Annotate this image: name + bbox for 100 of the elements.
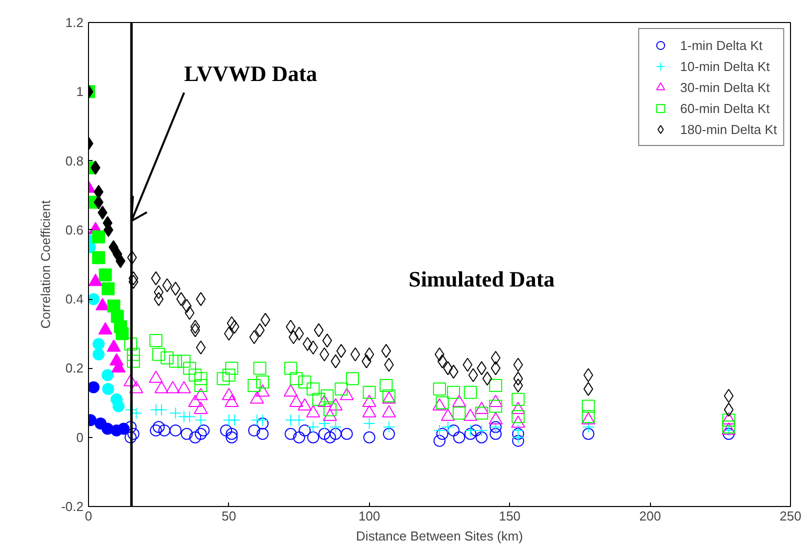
point [382, 420, 395, 433]
y-axis-title: Correlation Coefficient [38, 200, 54, 329]
point [293, 414, 306, 426]
point [222, 368, 236, 382]
point [722, 414, 736, 427]
y-tick-label: 1 [76, 84, 84, 100]
point [194, 372, 208, 386]
point [362, 386, 376, 399]
point [334, 382, 348, 396]
point [318, 418, 330, 430]
point [127, 428, 140, 440]
point [189, 431, 202, 444]
point [583, 382, 594, 396]
point [182, 298, 192, 313]
point [512, 434, 524, 447]
point [196, 292, 206, 306]
point [194, 379, 208, 392]
point [184, 410, 196, 423]
point [363, 418, 376, 430]
point [582, 400, 595, 413]
point [118, 422, 130, 435]
point [170, 407, 182, 420]
point [442, 420, 454, 433]
y-tick-label: 0.6 [65, 222, 84, 238]
point [489, 400, 502, 413]
point [436, 428, 448, 440]
point [512, 392, 525, 406]
legend-label: 180-min Delta Kt [680, 122, 777, 136]
point [312, 392, 326, 406]
point [169, 354, 182, 368]
point [124, 338, 138, 351]
point [320, 389, 334, 402]
point [284, 428, 297, 440]
point [513, 378, 523, 392]
point [248, 379, 261, 392]
point [512, 431, 524, 444]
point [194, 428, 207, 440]
x-tick-label: 200 [639, 508, 661, 524]
point [464, 424, 476, 436]
point [476, 431, 488, 444]
x-tick-label: 50 [222, 508, 236, 524]
point [102, 282, 115, 296]
point [436, 396, 449, 410]
point [330, 428, 342, 440]
point [452, 406, 466, 420]
point [434, 424, 446, 436]
point [364, 347, 374, 362]
point [298, 424, 311, 436]
point [290, 372, 303, 386]
point [194, 414, 207, 426]
point [149, 334, 162, 348]
point [464, 386, 477, 399]
point [346, 372, 359, 386]
point [724, 402, 734, 417]
point [363, 431, 376, 444]
point [92, 338, 105, 350]
point [293, 431, 306, 444]
point [92, 348, 105, 360]
point [448, 424, 460, 436]
point [380, 379, 393, 392]
x-tick-label: 100 [358, 508, 380, 524]
point [188, 368, 202, 382]
point [256, 428, 269, 440]
point [160, 351, 174, 364]
point [482, 372, 492, 386]
point [322, 334, 332, 348]
point [112, 400, 125, 412]
annotation: Simulated Data [408, 266, 555, 292]
point [228, 414, 241, 426]
legend-label: 10-min Delta Kt [680, 58, 770, 74]
point [490, 428, 502, 440]
point [350, 347, 360, 362]
point [254, 323, 265, 338]
point [126, 348, 140, 361]
point [126, 354, 140, 368]
point [226, 428, 238, 440]
ref-line-label: LVVWD Data [184, 60, 318, 86]
point [582, 428, 594, 440]
point [88, 293, 100, 306]
point [88, 381, 100, 394]
point [475, 406, 488, 420]
legend-label: 60-min Delta Kt [680, 100, 770, 116]
point [177, 354, 190, 368]
point [512, 410, 525, 424]
y-tick-label: 1.2 [65, 15, 84, 30]
point [92, 251, 106, 264]
legend-label: 30-min Delta Kt [680, 80, 770, 94]
point [154, 285, 164, 300]
point [150, 424, 162, 436]
point [468, 368, 478, 382]
point [307, 420, 320, 433]
point [324, 431, 336, 444]
point [298, 376, 312, 389]
point [256, 376, 270, 389]
point [170, 424, 182, 436]
point [249, 330, 260, 344]
point [156, 404, 168, 416]
point [248, 424, 260, 436]
point [382, 428, 395, 440]
point [216, 372, 230, 386]
